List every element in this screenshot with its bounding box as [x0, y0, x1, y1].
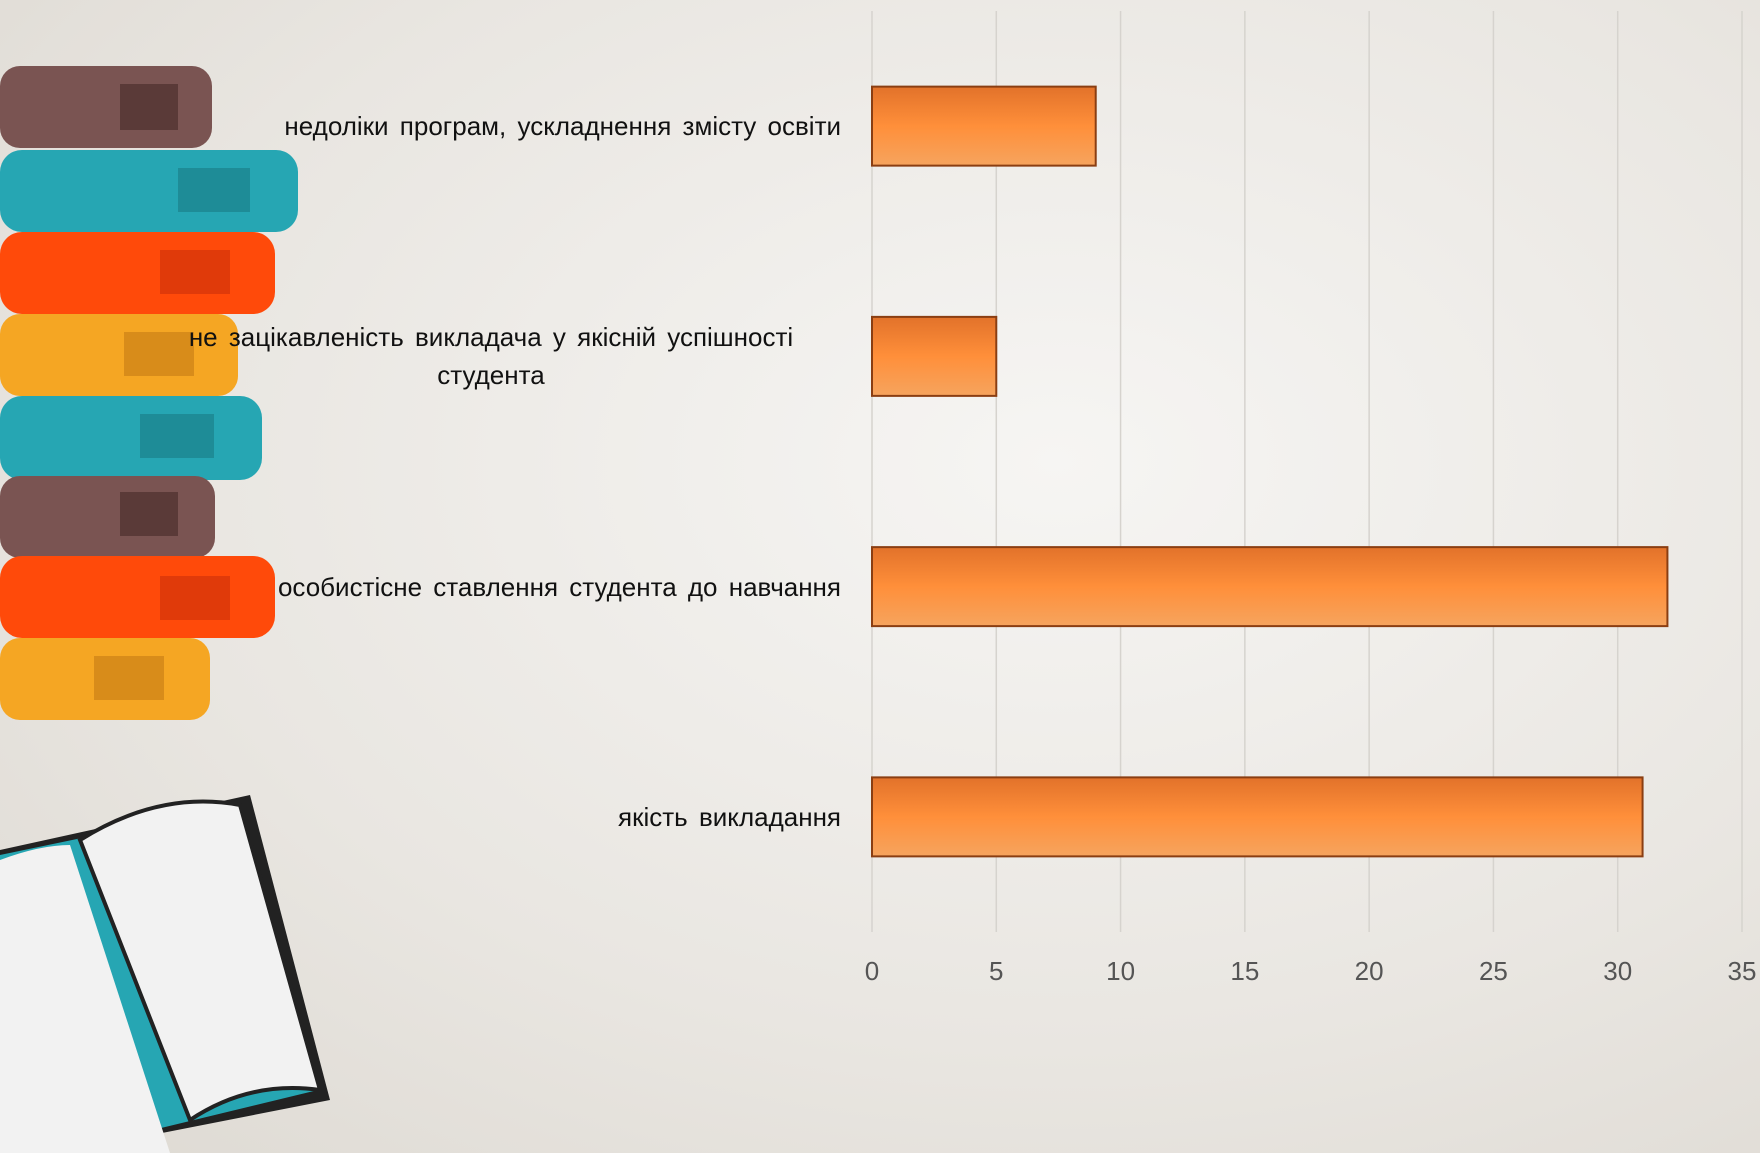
y-tick-label: недоліки програм, ускладнення змісту осв… — [284, 111, 841, 142]
x-tick-label: 25 — [1479, 956, 1508, 986]
bar — [871, 85, 1097, 167]
x-tick-label: 15 — [1230, 956, 1259, 986]
y-tick-label: особистісне ставлення студента до навчан… — [277, 571, 841, 602]
x-tick-label: 0 — [865, 956, 879, 986]
bar — [871, 315, 998, 397]
x-tick-label: 5 — [989, 956, 1003, 986]
bar — [871, 546, 1669, 628]
x-tick-label: 20 — [1355, 956, 1384, 986]
x-tick-label: 35 — [1728, 956, 1757, 986]
bar — [871, 776, 1644, 858]
books-decoration — [0, 66, 330, 1153]
y-tick-label: якість викладання — [618, 801, 841, 832]
x-tick-label: 10 — [1106, 956, 1135, 986]
y-tick-label: не зацікавленість викладача у якісній ус… — [188, 322, 794, 391]
x-tick-label: 30 — [1603, 956, 1632, 986]
